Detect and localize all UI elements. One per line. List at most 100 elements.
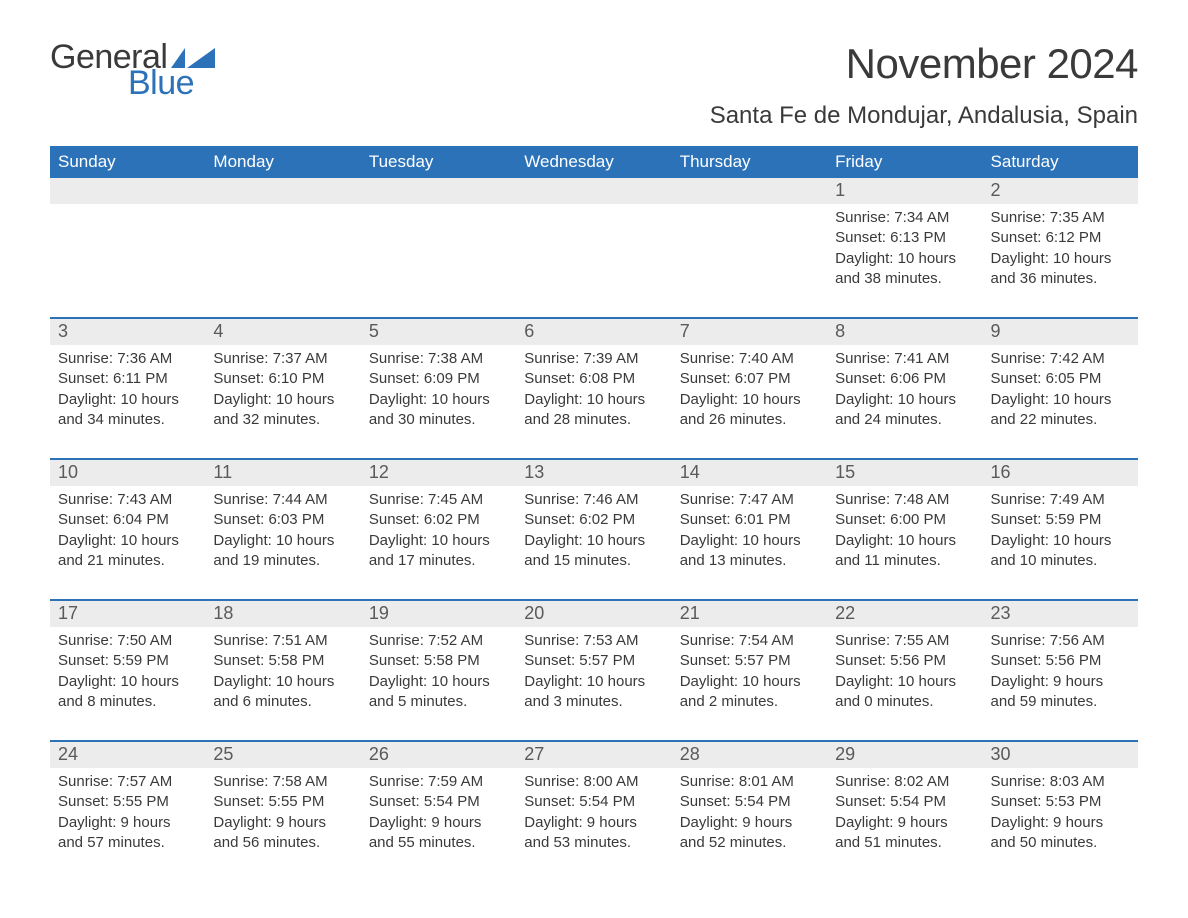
day-info-line: Sunset: 6:01 PM [680, 510, 819, 530]
day-info: Sunrise: 7:43 AMSunset: 6:04 PMDaylight:… [50, 486, 205, 599]
day-info-line: Daylight: 10 hours [991, 390, 1130, 410]
day-info: Sunrise: 7:38 AMSunset: 6:09 PMDaylight:… [361, 345, 516, 458]
day-info-line: Sunset: 6:00 PM [835, 510, 974, 530]
calendar-cell: 22 Sunrise: 7:55 AMSunset: 5:56 PMDayligh… [827, 600, 982, 741]
day-info [516, 204, 671, 236]
day-info-line: and 5 minutes. [369, 692, 508, 712]
day-info-line: and 15 minutes. [524, 551, 663, 571]
day-info-line: Sunrise: 7:34 AM [835, 208, 974, 228]
day-info-line: Sunrise: 7:38 AM [369, 349, 508, 369]
day-info-line: and 22 minutes. [991, 410, 1130, 430]
day-info-line: Sunrise: 7:37 AM [213, 349, 352, 369]
calendar-body: 1Sunrise: 7:34 AMSunset: 6:13 PMDaylight… [50, 178, 1138, 881]
brand-logo: General Blue [50, 40, 215, 100]
day-number [361, 178, 516, 204]
day-info-line: Daylight: 10 hours [369, 390, 508, 410]
day-number: 7 [672, 319, 827, 345]
day-info-line: Sunset: 6:09 PM [369, 369, 508, 389]
day-info-line: Daylight: 9 hours [991, 813, 1130, 833]
day-info-line: Sunset: 5:53 PM [991, 792, 1130, 812]
day-info-line: Sunrise: 8:01 AM [680, 772, 819, 792]
day-info-line: Sunset: 5:59 PM [991, 510, 1130, 530]
day-info-line: Daylight: 10 hours [835, 249, 974, 269]
day-info: Sunrise: 7:46 AMSunset: 6:02 PMDaylight:… [516, 486, 671, 599]
day-number: 3 [50, 319, 205, 345]
day-info-line: Sunset: 6:06 PM [835, 369, 974, 389]
day-info-line: Sunrise: 7:59 AM [369, 772, 508, 792]
day-info-line: and 38 minutes. [835, 269, 974, 289]
calendar-week: 3Sunrise: 7:36 AMSunset: 6:11 PMDaylight… [50, 318, 1138, 459]
day-info-line: Daylight: 10 hours [524, 531, 663, 551]
calendar-cell: 14Sunrise: 7:47 AMSunset: 6:01 PMDayligh… [672, 459, 827, 600]
day-info-line: and 26 minutes. [680, 410, 819, 430]
day-info-line: Sunset: 6:05 PM [991, 369, 1130, 389]
day-info: Sunrise: 7:40 AMSunset: 6:07 PMDaylight:… [672, 345, 827, 458]
day-number: 9 [983, 319, 1138, 345]
day-info-line: Sunset: 5:56 PM [835, 651, 974, 671]
day-info: Sunrise: 7:39 AMSunset: 6:08 PMDaylight:… [516, 345, 671, 458]
day-number [50, 178, 205, 204]
day-info-line: Sunrise: 7:53 AM [524, 631, 663, 651]
day-info-line: Sunset: 5:58 PM [213, 651, 352, 671]
day-info-line: Sunset: 6:07 PM [680, 369, 819, 389]
day-info: Sunrise: 7:51 AMSunset: 5:58 PMDaylight:… [205, 627, 360, 740]
day-info-line: Sunrise: 7:55 AM [835, 631, 974, 651]
calendar-cell: 21Sunrise: 7:54 AMSunset: 5:57 PMDayligh… [672, 600, 827, 741]
day-info: Sunrise: 7:58 AMSunset: 5:55 PMDaylight:… [205, 768, 360, 881]
day-info: Sunrise: 8:02 AMSunset: 5:54 PMDaylight:… [827, 768, 982, 881]
day-info-line: Daylight: 10 hours [213, 531, 352, 551]
day-info-line: Daylight: 10 hours [369, 672, 508, 692]
day-info-line: and 11 minutes. [835, 551, 974, 571]
day-info-line: and 36 minutes. [991, 269, 1130, 289]
calendar-cell [50, 178, 205, 318]
day-info-line: and 13 minutes. [680, 551, 819, 571]
day-info-line: Daylight: 10 hours [58, 531, 197, 551]
day-info-line: Daylight: 10 hours [835, 531, 974, 551]
header: General Blue November 2024 Santa Fe de M… [50, 40, 1138, 136]
calendar-cell: 6Sunrise: 7:39 AMSunset: 6:08 PMDaylight… [516, 318, 671, 459]
day-number: 22 [827, 601, 982, 627]
day-info: Sunrise: 8:03 AMSunset: 5:53 PMDaylight:… [983, 768, 1138, 881]
day-number: 2 [983, 178, 1138, 204]
day-info-line: Sunrise: 7:49 AM [991, 490, 1130, 510]
day-info [672, 204, 827, 236]
day-number [672, 178, 827, 204]
day-info-line: Daylight: 9 hours [991, 672, 1130, 692]
day-info: Sunrise: 7:42 AMSunset: 6:05 PMDaylight:… [983, 345, 1138, 458]
day-info-line: Sunset: 5:57 PM [680, 651, 819, 671]
calendar-cell: 3Sunrise: 7:36 AMSunset: 6:11 PMDaylight… [50, 318, 205, 459]
day-info-line: Sunset: 5:54 PM [835, 792, 974, 812]
day-number: 29 [827, 742, 982, 768]
day-number: 28 [672, 742, 827, 768]
day-number: 25 [205, 742, 360, 768]
day-number [516, 178, 671, 204]
calendar-cell: 7Sunrise: 7:40 AMSunset: 6:07 PMDaylight… [672, 318, 827, 459]
day-info: Sunrise: 7:41 AMSunset: 6:06 PMDaylight:… [827, 345, 982, 458]
day-info-line: and 21 minutes. [58, 551, 197, 571]
day-info-line: Sunset: 6:12 PM [991, 228, 1130, 248]
day-info-line: and 8 minutes. [58, 692, 197, 712]
day-info: Sunrise: 7:54 AMSunset: 5:57 PMDaylight:… [672, 627, 827, 740]
calendar-cell: 20Sunrise: 7:53 AMSunset: 5:57 PMDayligh… [516, 600, 671, 741]
day-info-line: Daylight: 10 hours [835, 672, 974, 692]
day-info-line: Daylight: 10 hours [213, 390, 352, 410]
day-info-line: and 55 minutes. [369, 833, 508, 853]
day-info-line: Sunset: 6:11 PM [58, 369, 197, 389]
day-info-line: Sunset: 6:02 PM [524, 510, 663, 530]
day-info-line: Daylight: 10 hours [835, 390, 974, 410]
day-info-line: Sunrise: 7:56 AM [991, 631, 1130, 651]
calendar-cell: 9Sunrise: 7:42 AMSunset: 6:05 PMDaylight… [983, 318, 1138, 459]
day-number: 4 [205, 319, 360, 345]
day-info-line: and 10 minutes. [991, 551, 1130, 571]
day-info [361, 204, 516, 236]
day-info-line: and 24 minutes. [835, 410, 974, 430]
calendar-cell: 2Sunrise: 7:35 AMSunset: 6:12 PMDaylight… [983, 178, 1138, 318]
day-info-line: Sunset: 6:10 PM [213, 369, 352, 389]
day-info: Sunrise: 7:35 AMSunset: 6:12 PMDaylight:… [983, 204, 1138, 317]
day-info-line: and 3 minutes. [524, 692, 663, 712]
day-info-line: Sunset: 5:55 PM [58, 792, 197, 812]
day-number: 5 [361, 319, 516, 345]
calendar-table: SundayMondayTuesdayWednesdayThursdayFrid… [50, 146, 1138, 881]
calendar-cell: 13Sunrise: 7:46 AMSunset: 6:02 PMDayligh… [516, 459, 671, 600]
day-info-line: and 52 minutes. [680, 833, 819, 853]
